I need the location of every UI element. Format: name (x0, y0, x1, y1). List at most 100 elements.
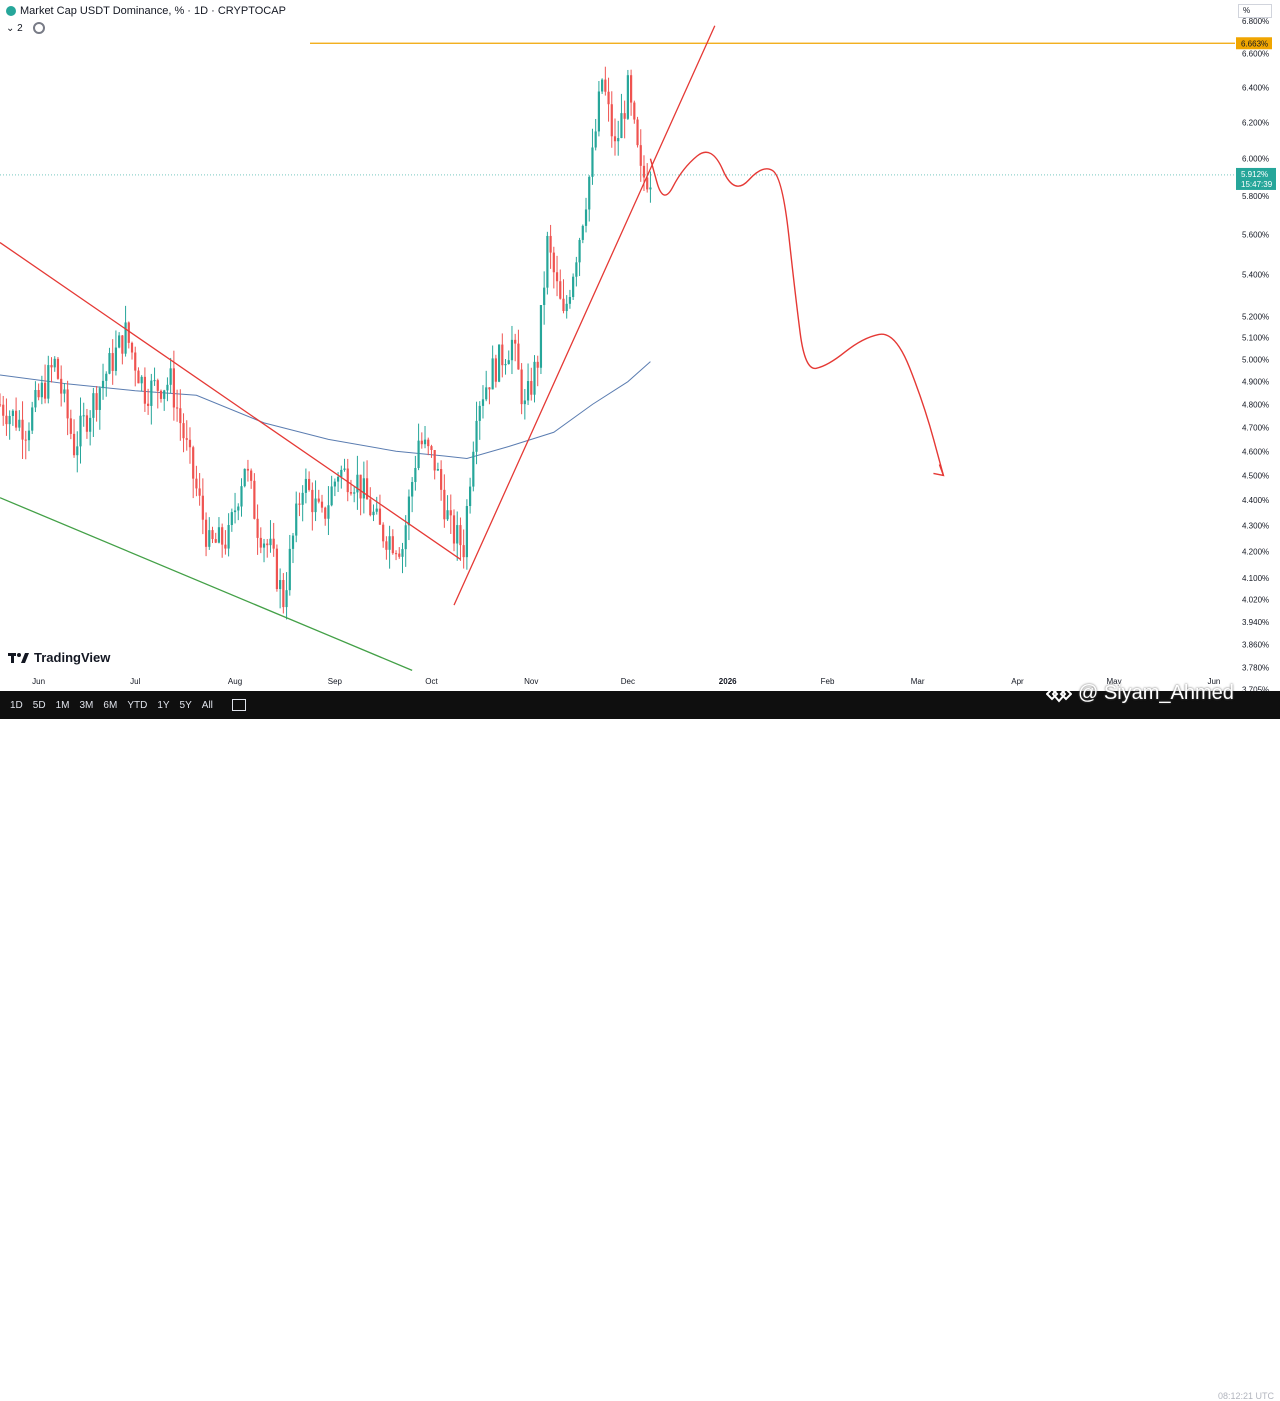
candle-body (166, 384, 169, 391)
candle-body (382, 524, 385, 542)
price-tick-label: 3.780% (1242, 663, 1269, 672)
price-tick-label: 5.800% (1242, 192, 1269, 201)
candle-body (150, 380, 153, 406)
price-tick-label: 4.100% (1242, 574, 1269, 583)
scale-mode-button[interactable]: % (1238, 4, 1272, 18)
candle-body (469, 486, 472, 507)
price-tick-label: 4.200% (1242, 547, 1269, 556)
candle-body (443, 489, 446, 520)
candle-body (156, 380, 159, 391)
candle-body (172, 368, 175, 408)
candle-body (301, 492, 304, 505)
time-tick-label: Jun (32, 677, 45, 686)
candle-body (275, 548, 279, 590)
candle-body (546, 235, 549, 288)
candle-body (462, 545, 465, 558)
candle-body (365, 478, 369, 500)
candle-body (69, 418, 72, 434)
candle-body (601, 79, 604, 92)
candle-body (526, 381, 530, 401)
resistance-price-label: 6.663% (1241, 39, 1268, 48)
candle-body (105, 373, 108, 381)
range-buttons: 1D 5D 1M 3M 6M YTD 1Y 5Y All (5, 700, 218, 711)
candle-body (646, 177, 649, 190)
projection-arrowhead (933, 464, 945, 477)
candle-body (308, 478, 311, 490)
candle-body (85, 415, 89, 432)
candle-body (211, 530, 214, 540)
candle-body (2, 404, 5, 416)
candle-body (372, 511, 375, 516)
time-axis: Jun Jul Aug Sep Oct Nov Dec 2026 Feb Mar Apr May Jun (32, 677, 1220, 686)
candle-body (353, 492, 356, 494)
candle-body (92, 393, 95, 418)
candle-body (594, 131, 597, 148)
candle-body (572, 276, 575, 298)
candle-body (501, 344, 504, 366)
range-button-1y[interactable]: 1Y (157, 699, 170, 711)
candle-body (530, 381, 533, 395)
current-price-badge (1236, 167, 1276, 190)
candle-body (140, 376, 143, 384)
candle-body (613, 136, 617, 142)
candle-body (214, 539, 217, 543)
candle-body (472, 451, 475, 487)
indicator-count[interactable]: ⌄ 2 (6, 22, 23, 34)
range-button-5y[interactable]: 5Y (179, 699, 192, 711)
candle-body (340, 469, 343, 477)
watermark-text: @ Siyam_Ahmed (1078, 682, 1234, 704)
time-tick-label: Nov (524, 677, 538, 686)
candle-body (449, 510, 452, 516)
range-button-1m[interactable]: 1M (55, 699, 70, 711)
candle-body (407, 496, 411, 526)
candle-body (404, 525, 407, 550)
watermark: @ Siyam_Ahmed (1046, 682, 1234, 705)
chart-canvas[interactable]: 6.800% 6.600% 6.400% 6.200% 6.000% 5.800% 5.60… (0, 0, 1280, 719)
calendar-icon[interactable] (231, 699, 246, 711)
candle-body (224, 544, 227, 549)
candle-body (27, 430, 31, 441)
settings-gear-icon[interactable] (32, 22, 45, 34)
candle-body (610, 104, 613, 137)
candle-body (195, 478, 198, 489)
candle-body (208, 530, 211, 547)
candle-body (623, 113, 626, 119)
utc-clock[interactable]: 08:12:21 UTC (1218, 1391, 1275, 1401)
range-button-1d[interactable]: 1D (10, 699, 23, 711)
candle-body (89, 417, 92, 432)
candle-body (98, 388, 101, 410)
candle-body (362, 478, 365, 499)
candle-body (285, 590, 288, 608)
candle-body (330, 486, 333, 506)
candle-body (272, 538, 275, 549)
candle-body (562, 298, 565, 312)
candle-body (504, 364, 507, 366)
candle-body (494, 358, 497, 382)
candle-body (60, 378, 63, 394)
price-tick-label: 6.600% (1242, 50, 1269, 59)
projection-path (649, 151, 945, 476)
candle-body (0, 404, 2, 406)
candle-body (414, 468, 417, 483)
range-button-3m[interactable]: 3M (79, 699, 94, 711)
candle-body (433, 449, 436, 471)
countdown-label: 15:47:39 (1241, 180, 1273, 189)
candle-body (230, 512, 233, 526)
symbol-title[interactable]: Market Cap USDT Dominance, % · 1D · CRYP… (20, 5, 286, 17)
range-button-6m[interactable]: 6M (103, 699, 118, 711)
range-button-all[interactable]: All (201, 699, 213, 711)
range-button-5d[interactable]: 5D (32, 699, 46, 711)
candle-body (34, 389, 37, 408)
time-tick-label: Sep (328, 677, 343, 686)
tradingview-logo: TradingView (8, 650, 110, 665)
candle-body (95, 393, 98, 410)
range-button-ytd[interactable]: YTD (127, 699, 148, 711)
candle-body (478, 405, 481, 421)
candle-body (240, 486, 243, 507)
price-tick-label: 5.000% (1242, 355, 1269, 364)
candle-body (488, 387, 491, 390)
candle-body (137, 370, 140, 384)
candle-body (398, 553, 401, 557)
candle-body (485, 387, 488, 400)
candle-body (282, 580, 285, 608)
